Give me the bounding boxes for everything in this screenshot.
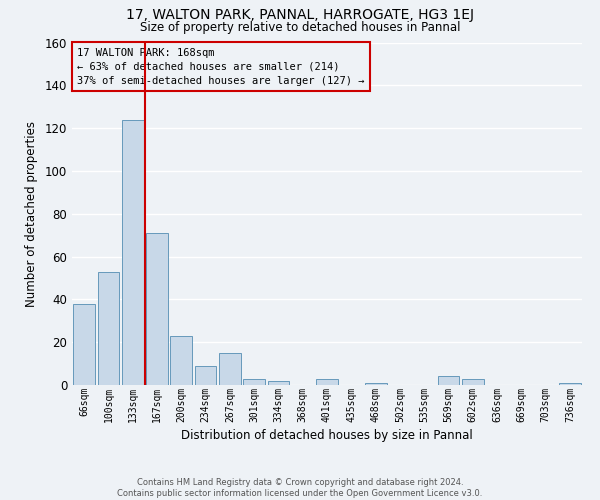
Bar bbox=[122, 120, 143, 385]
Text: 17, WALTON PARK, PANNAL, HARROGATE, HG3 1EJ: 17, WALTON PARK, PANNAL, HARROGATE, HG3 … bbox=[126, 8, 474, 22]
Bar bbox=[316, 378, 338, 385]
Text: Size of property relative to detached houses in Pannal: Size of property relative to detached ho… bbox=[140, 21, 460, 34]
Bar bbox=[97, 272, 119, 385]
Bar bbox=[73, 304, 95, 385]
Text: Contains HM Land Registry data © Crown copyright and database right 2024.
Contai: Contains HM Land Registry data © Crown c… bbox=[118, 478, 482, 498]
Bar bbox=[219, 353, 241, 385]
Bar bbox=[194, 366, 217, 385]
X-axis label: Distribution of detached houses by size in Pannal: Distribution of detached houses by size … bbox=[181, 428, 473, 442]
Bar bbox=[146, 233, 168, 385]
Bar bbox=[462, 378, 484, 385]
Text: 17 WALTON PARK: 168sqm
← 63% of detached houses are smaller (214)
37% of semi-de: 17 WALTON PARK: 168sqm ← 63% of detached… bbox=[77, 48, 365, 86]
Bar bbox=[365, 383, 386, 385]
Bar bbox=[268, 380, 289, 385]
Bar bbox=[170, 336, 192, 385]
Bar bbox=[243, 378, 265, 385]
Y-axis label: Number of detached properties: Number of detached properties bbox=[25, 120, 38, 306]
Bar bbox=[437, 376, 460, 385]
Bar bbox=[559, 383, 581, 385]
